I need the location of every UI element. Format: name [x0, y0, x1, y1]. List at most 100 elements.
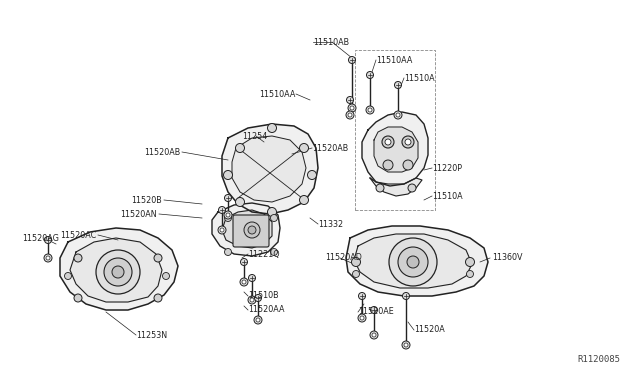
Circle shape	[74, 294, 82, 302]
Circle shape	[244, 222, 260, 238]
Circle shape	[371, 307, 378, 314]
Circle shape	[254, 316, 262, 324]
Text: 11520B: 11520B	[131, 196, 162, 205]
Circle shape	[112, 266, 124, 278]
Text: 11520AB: 11520AB	[144, 148, 180, 157]
Circle shape	[218, 226, 226, 234]
Circle shape	[346, 111, 354, 119]
Text: 11520AN: 11520AN	[120, 209, 157, 218]
Circle shape	[385, 139, 391, 145]
Polygon shape	[362, 112, 428, 186]
Polygon shape	[346, 226, 488, 296]
Circle shape	[366, 106, 374, 114]
Circle shape	[382, 136, 394, 148]
Circle shape	[236, 198, 244, 206]
Circle shape	[349, 57, 355, 64]
Circle shape	[350, 106, 354, 110]
Circle shape	[268, 208, 276, 217]
Circle shape	[348, 113, 352, 117]
Text: 11253N: 11253N	[136, 330, 167, 340]
Circle shape	[346, 96, 353, 103]
Circle shape	[467, 270, 474, 278]
Circle shape	[225, 248, 232, 256]
Polygon shape	[70, 238, 162, 302]
Circle shape	[225, 195, 232, 202]
Circle shape	[402, 136, 414, 148]
Circle shape	[398, 247, 428, 277]
Circle shape	[394, 81, 401, 89]
Circle shape	[376, 184, 384, 192]
Circle shape	[220, 228, 224, 232]
Polygon shape	[222, 124, 318, 214]
Circle shape	[396, 113, 400, 117]
Text: 11221Q: 11221Q	[248, 250, 280, 259]
Circle shape	[45, 237, 51, 244]
Circle shape	[46, 256, 50, 260]
Circle shape	[248, 296, 256, 304]
Circle shape	[226, 213, 230, 217]
Circle shape	[307, 170, 317, 180]
Text: 11510A: 11510A	[404, 74, 435, 83]
Circle shape	[154, 254, 162, 262]
Circle shape	[394, 111, 402, 119]
Circle shape	[402, 341, 410, 349]
Circle shape	[250, 298, 254, 302]
Polygon shape	[232, 136, 306, 202]
Circle shape	[300, 196, 308, 205]
Text: 11520AC: 11520AC	[60, 231, 96, 240]
Circle shape	[96, 250, 140, 294]
Circle shape	[403, 292, 410, 299]
Text: 11520AE: 11520AE	[358, 308, 394, 317]
Circle shape	[353, 270, 360, 278]
Circle shape	[367, 71, 374, 78]
Polygon shape	[370, 178, 422, 196]
Circle shape	[351, 257, 360, 266]
Text: 11510AA: 11510AA	[260, 90, 296, 99]
Text: 11510B: 11510B	[248, 292, 278, 301]
Circle shape	[368, 108, 372, 112]
Polygon shape	[212, 203, 280, 256]
Circle shape	[360, 316, 364, 320]
Text: 11220P: 11220P	[432, 164, 462, 173]
Text: 11254: 11254	[242, 131, 268, 141]
Polygon shape	[354, 234, 472, 288]
Circle shape	[242, 280, 246, 284]
Circle shape	[271, 248, 278, 256]
Circle shape	[348, 104, 356, 112]
Circle shape	[223, 170, 232, 180]
Text: 11332: 11332	[318, 219, 343, 228]
Circle shape	[389, 238, 437, 286]
Circle shape	[404, 343, 408, 347]
Text: 11510AA: 11510AA	[376, 55, 412, 64]
Circle shape	[300, 144, 308, 153]
Circle shape	[218, 206, 225, 214]
Text: 11520AB: 11520AB	[312, 144, 348, 153]
Circle shape	[405, 139, 411, 145]
Text: 11520AD: 11520AD	[325, 253, 362, 263]
Circle shape	[403, 160, 413, 170]
Text: 11520AG: 11520AG	[22, 234, 59, 243]
Circle shape	[65, 273, 72, 279]
Circle shape	[268, 124, 276, 132]
Circle shape	[74, 254, 82, 262]
Circle shape	[408, 184, 416, 192]
Text: 11360V: 11360V	[492, 253, 522, 263]
Circle shape	[248, 275, 255, 282]
Circle shape	[154, 294, 162, 302]
Circle shape	[255, 295, 262, 301]
Circle shape	[383, 160, 393, 170]
Circle shape	[241, 259, 248, 266]
Text: 11510A: 11510A	[432, 192, 463, 201]
Polygon shape	[374, 127, 418, 172]
Circle shape	[240, 278, 248, 286]
Text: 11520AA: 11520AA	[248, 305, 285, 314]
Circle shape	[372, 333, 376, 337]
Circle shape	[407, 256, 419, 268]
Circle shape	[465, 257, 474, 266]
Circle shape	[271, 215, 278, 221]
Circle shape	[163, 273, 170, 279]
Circle shape	[370, 331, 378, 339]
Circle shape	[44, 254, 52, 262]
Circle shape	[224, 211, 232, 219]
Circle shape	[225, 215, 232, 221]
